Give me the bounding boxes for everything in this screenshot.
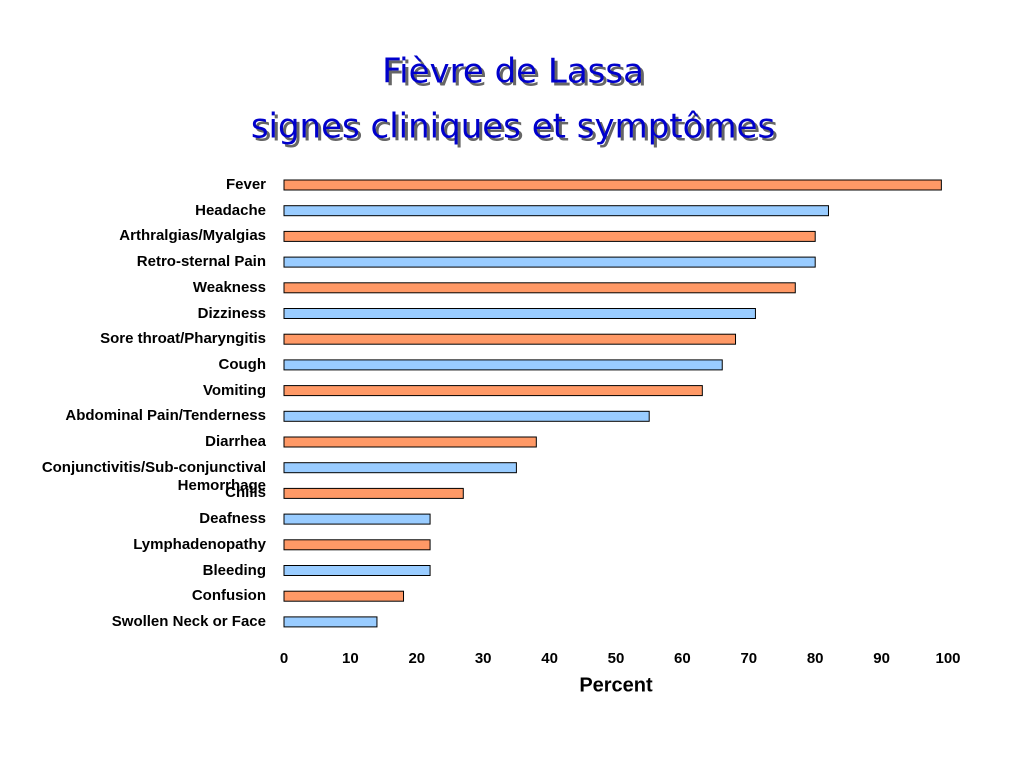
chart-subtitle: signes cliniques et symptômes [251,107,775,147]
y-tick-label: Deafness [199,510,266,528]
x-tick-label: 50 [608,650,625,667]
bar [283,436,537,448]
y-tick-label: Arthralgias/Myalgias [119,227,266,245]
chart-title-shadow: signes cliniques et symptômes [254,110,778,150]
x-tick-label: 20 [408,650,425,667]
y-tick-label: Conjunctivitis/Sub-conjunctival Hemorrha… [41,458,266,494]
bar [283,487,464,499]
bar [283,565,431,576]
y-tick-label: Chills [225,484,266,502]
y-tick-label: Retro-sternal Pain [136,253,266,271]
x-tick-label: 30 [475,650,492,667]
y-tick-label: Sore throat/Pharyngitis [100,330,266,348]
bar [283,385,703,397]
x-tick-label: 60 [674,650,691,667]
x-tick-label: 100 [935,650,960,667]
bar [283,410,650,422]
x-tick-label: 40 [541,650,558,667]
y-tick-label: Diarrhea [205,433,266,450]
x-axis-label: Percent [579,674,653,696]
y-tick-label: Abdominal Pain/Tenderness [65,407,266,425]
y-tick-label: Headache [195,201,266,219]
bar [283,539,431,551]
y-tick-label: Swollen Neck or Face [111,612,266,630]
bar [283,179,942,191]
y-tick-label: Lymphadenopathy [133,535,266,553]
x-tick-label: 10 [342,650,359,667]
bar [283,333,737,345]
bar [283,230,816,242]
y-tick-label: Fever [225,176,266,193]
x-tick-label: 70 [740,650,757,667]
chart-title-shadow: Fièvre de Lassa [385,55,647,95]
bar [283,256,816,268]
y-tick-label: Vomiting [202,381,266,399]
chart-title: Fièvre de Lassa [382,52,644,92]
x-tick-label: 0 [280,650,288,667]
bar [283,513,431,525]
bar [283,590,405,602]
bar [283,462,517,474]
bar [283,359,723,371]
y-tick-label: Confusion [191,587,266,605]
bar [283,282,796,294]
bar [283,205,829,217]
x-tick-label: 90 [873,650,890,667]
bar [283,308,756,319]
x-tick-label: 80 [807,650,824,667]
y-tick-label: Cough [218,355,266,373]
y-tick-label: Weakness [192,278,266,296]
bar [283,616,378,628]
y-tick-label: Bleeding [202,561,266,579]
y-tick-label: Dizziness [197,304,266,322]
